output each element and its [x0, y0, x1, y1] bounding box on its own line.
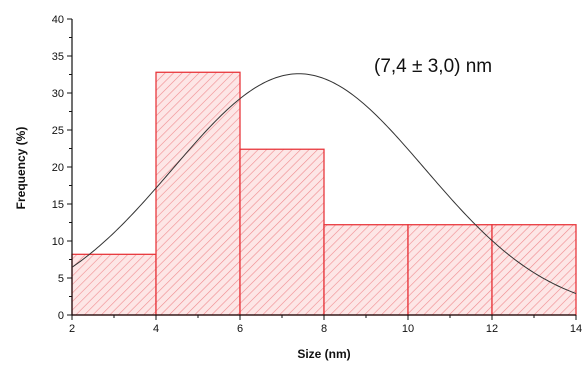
histogram-bar-1 [71, 253, 157, 316]
y-tick-label: 5 [58, 273, 64, 285]
histogram-bar-4 [323, 224, 409, 316]
y-tick-label: 20 [52, 162, 64, 174]
y-tick-label: 0 [58, 310, 64, 322]
x-tick-label: 8 [321, 323, 327, 335]
histogram-bar-2 [155, 71, 241, 316]
x-tick-label: 6 [237, 323, 243, 335]
x-tick-label: 10 [402, 323, 414, 335]
x-tick-label: 14 [570, 323, 582, 335]
fit-curve-layer [71, 73, 577, 295]
y-tick-label: 25 [52, 125, 64, 137]
y-tick-label: 35 [52, 51, 64, 63]
axes-layer: 2 4 6 8 10 12 14 0 5 10 15 20 25 30 35 40 [52, 14, 582, 335]
y-tick-label: 10 [52, 236, 64, 248]
y-axis-title: Frequency (%) [14, 127, 28, 210]
x-tick-label: 4 [153, 323, 159, 335]
histogram-bar-3 [239, 148, 325, 316]
histogram-bar-6 [491, 224, 577, 316]
x-tick-label: 2 [69, 323, 75, 335]
gaussian-fit-curve [71, 73, 577, 295]
x-tick-label: 12 [486, 323, 498, 335]
y-tick-label: 15 [52, 199, 64, 211]
bars-layer [71, 71, 577, 316]
y-tick-label: 40 [52, 14, 64, 26]
histogram-bar-5 [407, 224, 493, 316]
x-axis-title: Size (nm) [297, 347, 350, 361]
fit-annotation: (7,4 ± 3,0) nm [374, 56, 492, 77]
y-tick-label: 30 [52, 88, 64, 100]
